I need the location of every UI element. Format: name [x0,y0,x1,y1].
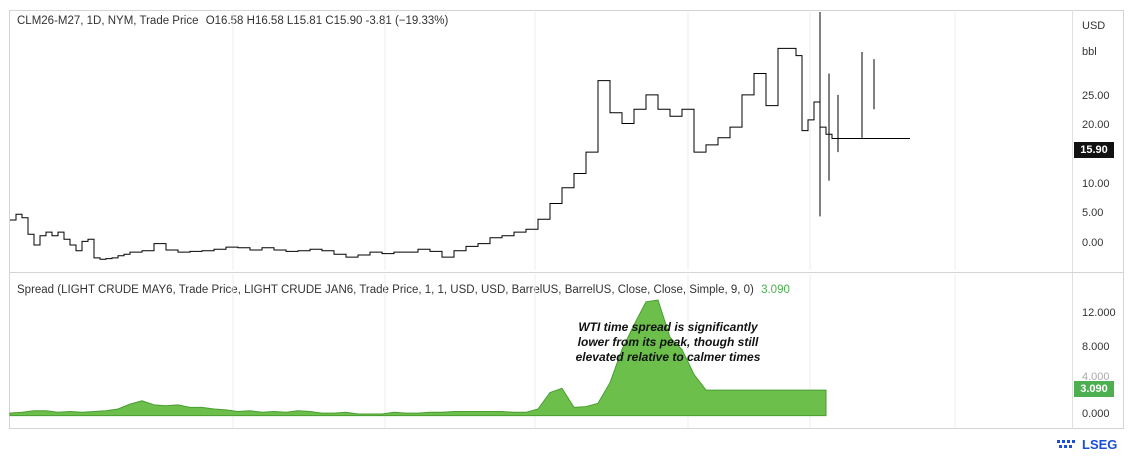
lseg-text: LSEG [1082,437,1118,452]
annotation-text: WTI time spread is significantly lower f… [548,320,788,365]
last-price-badge: 15.90 [1074,142,1114,158]
chart-frame [9,10,1124,429]
spread-tick: 0.000 [1082,408,1110,420]
price-tick: 5.00 [1082,207,1104,219]
annotation-line: WTI time spread is significantly [578,320,758,334]
spread-legend-value: 3.090 [761,284,790,296]
pane-separator [9,272,1124,273]
spread-area [9,299,827,417]
price-tick: 10.00 [1082,178,1110,190]
volume-unit: bbl [1082,46,1097,58]
price-legend: CLM26-M27, 1D, NYM, Trade Price O16.58 H… [17,15,448,27]
lseg-mark-icon [1057,439,1075,448]
spread-tick: 4.000 [1082,371,1110,383]
price-series-line [10,47,910,260]
currency-unit: USD [1082,20,1106,32]
price-tick: 25.00 [1082,90,1110,102]
symbol-label: CLM26-M27, 1D, NYM, Trade Price [17,15,199,27]
annotation-line: elevated relative to calmer times [575,350,761,364]
ohlc-values: O16.58 H16.58 L15.81 C15.90 -3.81 (−19.3… [205,15,449,27]
lseg-logo: LSEG [1056,437,1117,452]
spread-tick: 12.000 [1082,307,1116,319]
price-axis-divider [1072,10,1073,429]
last-spread-badge: 3.090 [1074,381,1114,397]
spread-tick: 8.000 [1082,341,1110,353]
annotation-line: lower from its peak, though still [577,335,759,349]
price-tick: 20.00 [1082,119,1110,131]
price-tick: 0.00 [1082,237,1104,249]
